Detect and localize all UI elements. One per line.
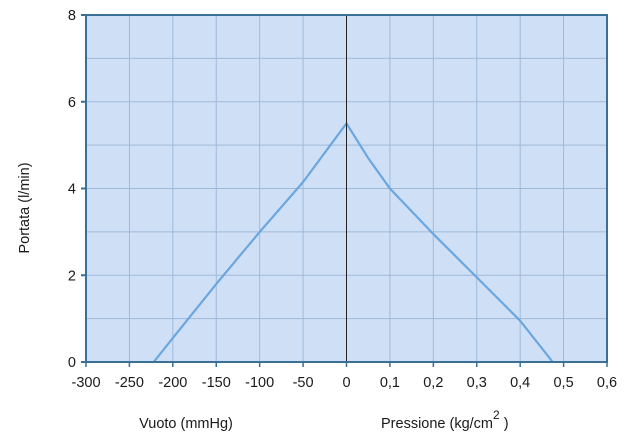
y-tick-label: 2 (68, 268, 76, 284)
x-axis-title-vacuum: Vuoto (mmHg) (139, 416, 233, 432)
x-tick-label: -100 (245, 375, 274, 391)
x-axis-ticks: -300 -250 -200 -150 -100 -50 0 0,1 0,2 0,3 0,4 0,5 0… (71, 362, 617, 391)
x-axis-title-pressure-main: Pressione (kg/cm (381, 416, 493, 432)
x-tick-label: 0,4 (510, 375, 530, 391)
x-tick-label: 0,1 (380, 375, 400, 391)
x-tick-label: -50 (293, 375, 314, 391)
series-layer (152, 122, 554, 364)
x-tick-label: 0,5 (553, 375, 573, 391)
x-tick-label: -150 (202, 375, 231, 391)
y-axis-ticks: 0 2 4 6 8 (68, 8, 86, 371)
y-tick-label: 0 (68, 355, 76, 371)
x-tick-label: -250 (115, 375, 144, 391)
x-axis-title-pressure-suffix: ) (500, 416, 509, 432)
x-tick-label: 0,2 (423, 375, 443, 391)
x-tick-label: 0,6 (597, 375, 617, 391)
y-axis-title: Portata (l/min) (17, 162, 33, 253)
x-tick-label: 0 (342, 375, 350, 391)
y-tick-label: 4 (68, 182, 76, 198)
y-tick-label: 6 (68, 95, 76, 111)
x-tick-label: -200 (158, 375, 187, 391)
x-axis-title-pressure: Pressione (kg/cm2 ) (381, 408, 509, 432)
x-tick-label: 0,3 (467, 375, 487, 391)
y-tick-label: 8 (68, 8, 76, 24)
flow-curve (152, 122, 554, 364)
x-axis-title-pressure-superscript: 2 (493, 408, 500, 422)
x-tick-label: -300 (71, 375, 100, 391)
